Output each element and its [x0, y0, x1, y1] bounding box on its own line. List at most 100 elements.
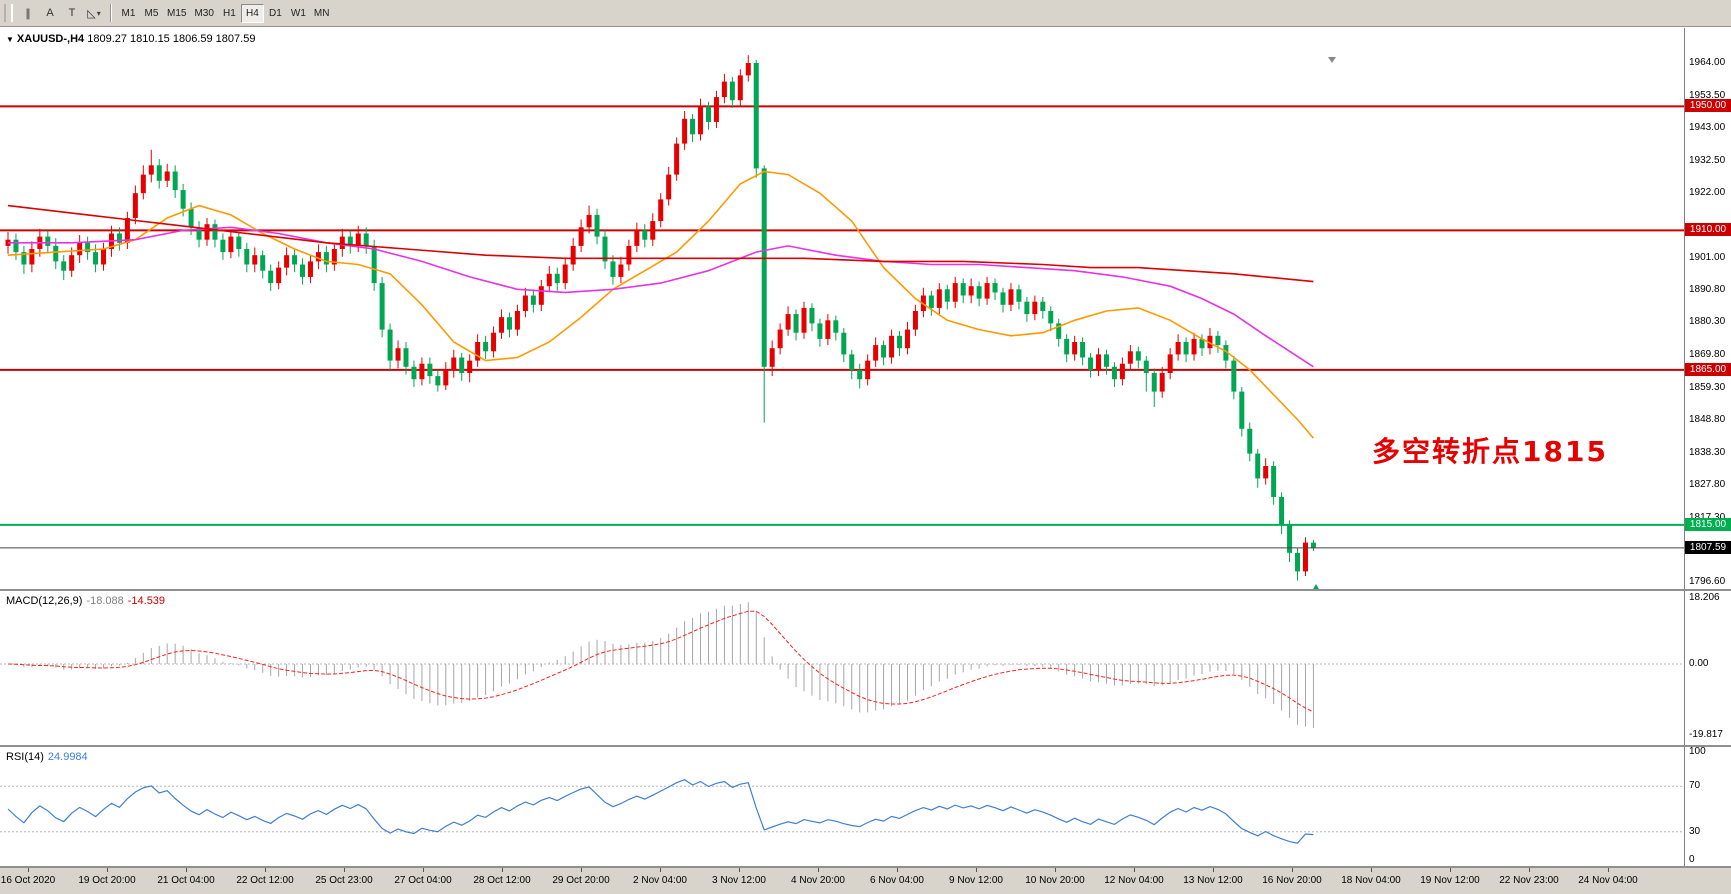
ma-line-orange [7, 170, 1315, 439]
time-axis-tick [660, 868, 661, 872]
time-axis-label: 6 Nov 04:00 [870, 875, 924, 886]
timeframe-button-m1[interactable]: M1 [121, 7, 136, 19]
time-axis-tick [186, 868, 187, 872]
macd-pane[interactable]: MACD(12,26,9) -18.088 -14.539 [0, 591, 1731, 745]
pane-separator[interactable] [0, 866, 1731, 868]
ohlc-quote: 1809.27 1810.15 1806.59 1807.59 [87, 33, 256, 45]
time-axis-label: 18 Nov 04:00 [1341, 875, 1401, 886]
timeframe-button-w1[interactable]: W1 [290, 7, 306, 19]
price-line-badge: 1815.00 [1685, 517, 1731, 531]
price-axis-label: 1922.00 [1689, 187, 1726, 199]
symbol-period-label: XAUUSD-,H4 [16, 33, 85, 45]
macd-axis-label: -19.817 [1689, 729, 1723, 741]
text-tool-icon[interactable]: A [46, 7, 54, 19]
price-line-badge: 1807.59 [1685, 540, 1731, 554]
toolbar-separator [110, 4, 112, 22]
time-axis-label: 4 Nov 20:00 [791, 875, 845, 886]
time-axis-tick [581, 868, 582, 872]
time-axis-tick [502, 868, 503, 872]
time-axis-label: 2 Nov 04:00 [633, 875, 687, 886]
macd-signal-value: -14.539 [127, 595, 166, 607]
time-axis-tick [344, 868, 345, 872]
ma-line-red [7, 204, 1314, 283]
rsi-canvas [0, 779, 1684, 844]
chevron-down-icon: ▾ [96, 8, 101, 18]
price-line-badge: 1950.00 [1685, 99, 1731, 113]
macd-histogram [15, 602, 1314, 728]
rsi-axis-label: 30 [1689, 825, 1701, 837]
time-axis-tick [1055, 868, 1056, 872]
price-axis-label: 1964.00 [1689, 57, 1726, 68]
timeframe-button-m15[interactable]: M15 [167, 7, 187, 19]
time-axis-tick [1213, 868, 1214, 872]
toolbar-grip[interactable] [4, 4, 13, 22]
time-axis-label: 16 Oct 2020 [0, 875, 56, 886]
candles-layer [5, 55, 1316, 581]
macd-canvas [0, 602, 1684, 728]
timeframe-button-d1[interactable]: D1 [269, 7, 282, 19]
timeframe-button-m5[interactable]: M5 [144, 7, 159, 19]
price-line-badge: 1865.00 [1685, 362, 1731, 376]
rsi-axis-label: 0 [1689, 854, 1695, 865]
price-axis-label: 1817.30 [1689, 512, 1730, 523]
macd-axis-label: 18.206 [1689, 592, 1720, 604]
time-axis-tick [1371, 868, 1372, 872]
time-axis-label: 3 Nov 12:00 [712, 875, 766, 886]
price-axis-label: 1848.80 [1689, 414, 1726, 426]
time-axis-tick [423, 868, 424, 872]
price-axis-label: 1859.30 [1689, 381, 1726, 393]
price-axis-label: 1943.00 [1689, 122, 1726, 134]
price-axis-label: 1953.50 [1689, 89, 1726, 101]
timeframe-button-h4[interactable]: H4 [240, 3, 264, 23]
ma-line-magenta [8, 226, 1314, 368]
symbol-dropdown-icon[interactable]: ▼ [6, 35, 14, 44]
chart-title: ▼ XAUUSD-,H4 1809.27 1810.15 1806.59 1807… [6, 33, 255, 45]
time-axis-label: 21 Oct 04:00 [157, 875, 215, 886]
price-axis-label: 1880.30 [1689, 316, 1726, 328]
time-axis-tick [976, 868, 977, 872]
shapes-tool-icon[interactable]: ◺ ▾ [87, 7, 101, 20]
time-axis-tick [107, 868, 108, 872]
time-axis-label: 28 Oct 12:00 [473, 875, 531, 886]
time-axis[interactable]: 16 Oct 2020 19 Oct 20:00 21 Oct 04:00 22 Oc… [0, 868, 1731, 894]
time-axis-label: 24 Nov 04:00 [1578, 875, 1638, 886]
time-axis-tick [1134, 868, 1135, 872]
time-axis-tick [897, 868, 898, 872]
time-axis-label: 12 Nov 04:00 [1104, 875, 1164, 886]
rsi-value: 24.9984 [47, 751, 88, 763]
pane-separator[interactable] [0, 745, 1731, 747]
rsi-axis-label: 100 [1689, 746, 1706, 757]
timeframe-button-h1[interactable]: H1 [223, 7, 236, 19]
price-axis-label: 1932.50 [1689, 154, 1726, 166]
rsi-pane[interactable]: RSI(14) 24.9984 [0, 747, 1731, 866]
price-axis-label: 1869.80 [1689, 349, 1726, 361]
chart-shift-marker-icon[interactable] [1328, 57, 1336, 63]
time-axis-tick [1450, 868, 1451, 872]
price-axis-label: 1901.00 [1689, 252, 1726, 264]
time-axis-label: 19 Nov 12:00 [1420, 875, 1480, 886]
label-tool-icon[interactable]: T [68, 7, 76, 19]
time-axis-label: 25 Oct 23:00 [315, 875, 373, 886]
timeframe-button-mn[interactable]: MN [313, 7, 330, 19]
rsi-axis-label: 70 [1689, 780, 1701, 792]
up-arrow-icon [1312, 584, 1320, 591]
price-axis[interactable] [1684, 28, 1731, 866]
price-chart-canvas[interactable] [0, 28, 1684, 589]
time-axis-tick [818, 868, 819, 872]
price-line-badge: 1910.00 [1685, 223, 1731, 237]
rsi-line [7, 779, 1314, 844]
macd-axis-label: 0.00 [1689, 658, 1709, 669]
time-axis-label: 9 Nov 12:00 [949, 875, 1003, 886]
pane-separator[interactable] [0, 589, 1731, 591]
price-axis-label: 1796.60 [1689, 575, 1726, 587]
main-chart-pane[interactable]: ▼ XAUUSD-,H4 1809.27 1810.15 1806.59 1807… [0, 28, 1731, 591]
price-axis-label: 1890.80 [1689, 283, 1726, 295]
time-axis-label: 13 Nov 12:00 [1183, 875, 1243, 886]
drawing-tools-group: ∥ A T ◺ ▾ [17, 3, 105, 23]
timeframes-group: M1 M5 M15 M30 H1 H4 D1 W1 MN [117, 3, 333, 23]
lines-tool-icon[interactable]: ∥ [25, 7, 31, 20]
timeframe-button-m30[interactable]: M30 [194, 7, 214, 19]
price-axis-label: 1838.30 [1689, 446, 1726, 458]
time-axis-label: 22 Oct 12:00 [236, 875, 294, 886]
time-axis-tick [28, 868, 29, 872]
